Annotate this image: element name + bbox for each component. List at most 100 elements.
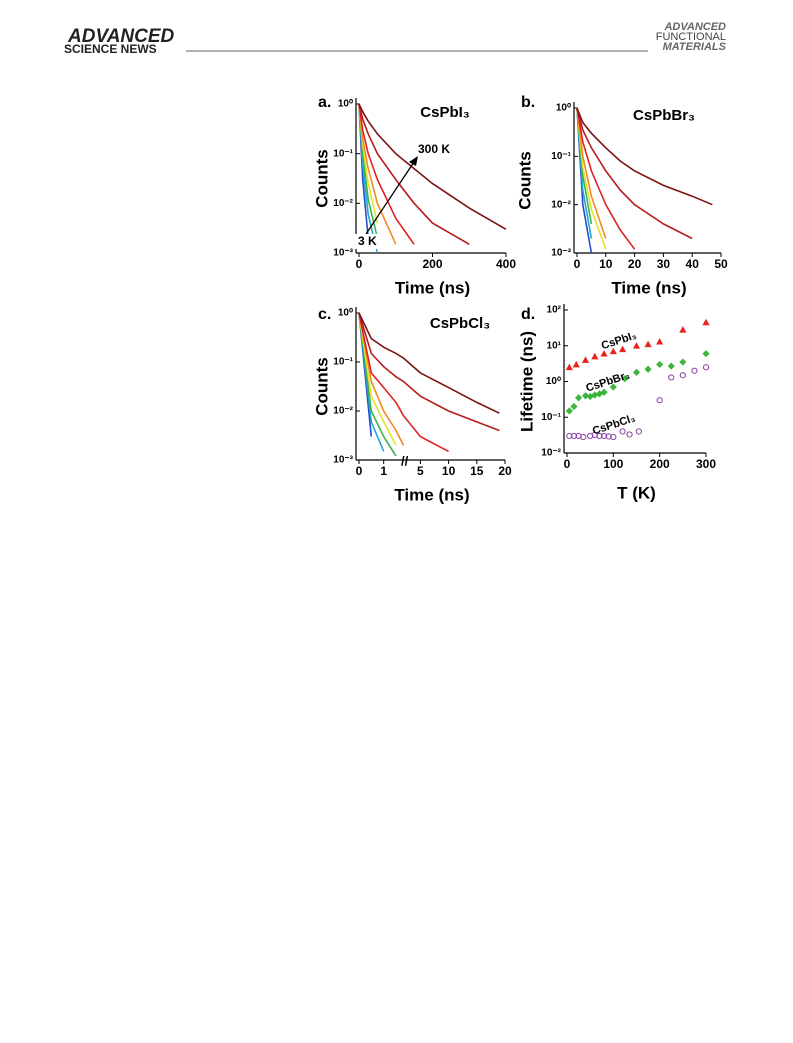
y-axis-label: Counts xyxy=(312,149,331,208)
point xyxy=(610,433,617,441)
point xyxy=(600,388,608,396)
point xyxy=(632,368,641,376)
y-tick-label: 10⁰ xyxy=(556,103,571,114)
x-tick-label: 200 xyxy=(650,457,670,471)
decay-curve xyxy=(358,103,470,245)
y-tick-label: 10⁻² xyxy=(551,199,571,210)
point xyxy=(667,362,675,370)
point xyxy=(635,428,642,435)
decay-curve xyxy=(576,107,693,240)
point xyxy=(570,402,578,411)
y-axis-label: Lifetime (ns) xyxy=(517,331,536,432)
point xyxy=(609,383,617,391)
point xyxy=(565,363,573,371)
x-tick-label: 20 xyxy=(628,257,642,271)
x-axis-label: Time (ns) xyxy=(394,485,469,504)
point xyxy=(580,433,587,441)
y-tick-label: 10⁻² xyxy=(333,406,353,417)
journal-logo: ADVANCED xyxy=(67,26,175,47)
x-tick-label: 50 xyxy=(714,257,728,271)
x-tick-label: 30 xyxy=(657,257,671,271)
y-axis-label: Counts xyxy=(312,357,331,416)
point xyxy=(644,365,652,373)
x-tick-label: 20 xyxy=(498,464,512,478)
decay-curve xyxy=(358,103,507,230)
x-tick-label: 40 xyxy=(686,257,700,271)
point xyxy=(565,407,573,415)
decay-curve xyxy=(576,107,713,206)
x-tick-label: 300 xyxy=(696,457,716,471)
x-tick-label: 0 xyxy=(356,464,363,478)
x-tick-label: 0 xyxy=(356,257,363,271)
y-tick-label: 10⁰ xyxy=(338,308,353,319)
y-tick-label: 10⁻² xyxy=(333,198,353,209)
x-axis-label: T (K) xyxy=(617,483,656,502)
panel-title: CsPbI₃ xyxy=(420,104,470,121)
point xyxy=(644,340,652,348)
point xyxy=(702,350,710,358)
annotation-box xyxy=(355,234,381,249)
point xyxy=(619,428,626,435)
decay-curve xyxy=(358,312,449,453)
y-tick-label: 10⁻¹ xyxy=(333,357,353,368)
point xyxy=(566,432,573,440)
point xyxy=(679,358,687,366)
x-axis-label: Time (ns) xyxy=(611,278,686,297)
panel-label: b. xyxy=(521,94,535,111)
y-tick-label: 10⁻¹ xyxy=(333,148,353,159)
arrow-head xyxy=(409,156,418,166)
decay-curve xyxy=(358,312,397,446)
point xyxy=(600,432,608,440)
point xyxy=(605,433,612,440)
x-tick-label: 1 xyxy=(380,464,387,478)
figure-frame xyxy=(307,90,725,508)
panel-label: a. xyxy=(318,94,331,111)
x-tick-label: 0 xyxy=(574,257,581,271)
y-tick-label: 10⁻¹ xyxy=(551,151,571,162)
point xyxy=(626,431,633,438)
point xyxy=(619,345,627,353)
point xyxy=(621,375,629,383)
x-tick-label: 200 xyxy=(422,257,442,271)
right-logo-line: FUNCTIONAL xyxy=(656,31,726,43)
point xyxy=(656,338,664,345)
x-tick-label: 5 xyxy=(417,464,424,478)
x-tick-label: 0 xyxy=(564,457,571,471)
decay-curve xyxy=(358,312,500,414)
point xyxy=(656,360,664,369)
point xyxy=(609,347,617,355)
right-logo-line: MATERIALS xyxy=(663,41,727,53)
y-tick-label: 10¹ xyxy=(547,340,562,351)
point xyxy=(702,364,710,371)
point xyxy=(572,360,580,368)
point xyxy=(632,342,641,349)
point xyxy=(581,392,590,400)
point xyxy=(591,391,599,399)
point xyxy=(679,326,687,333)
decay-curve xyxy=(358,103,415,245)
point xyxy=(691,367,698,374)
annotation: 3 K xyxy=(358,234,377,248)
point xyxy=(668,374,675,381)
x-tick-label: 400 xyxy=(496,257,516,271)
decay-curve xyxy=(576,107,607,239)
y-tick-label: 10⁰ xyxy=(338,99,353,110)
panel-label: d. xyxy=(521,306,535,323)
point xyxy=(702,318,710,326)
y-axis-label: Counts xyxy=(515,151,534,210)
arrow xyxy=(365,161,415,235)
y-tick-label: 10⁻³ xyxy=(333,455,353,466)
point xyxy=(679,372,686,379)
annotation: 300 K xyxy=(418,142,450,156)
panel-title: CsPbBr₃ xyxy=(633,107,695,124)
axis-break: // xyxy=(401,453,409,468)
y-tick-label: 10⁻¹ xyxy=(541,412,561,423)
journal-subtitle: SCIENCE NEWS xyxy=(64,42,157,56)
decay-curve xyxy=(358,103,397,245)
y-tick-label: 10⁻² xyxy=(541,448,561,459)
decay-curve xyxy=(358,312,397,457)
panel-label: c. xyxy=(318,306,331,323)
